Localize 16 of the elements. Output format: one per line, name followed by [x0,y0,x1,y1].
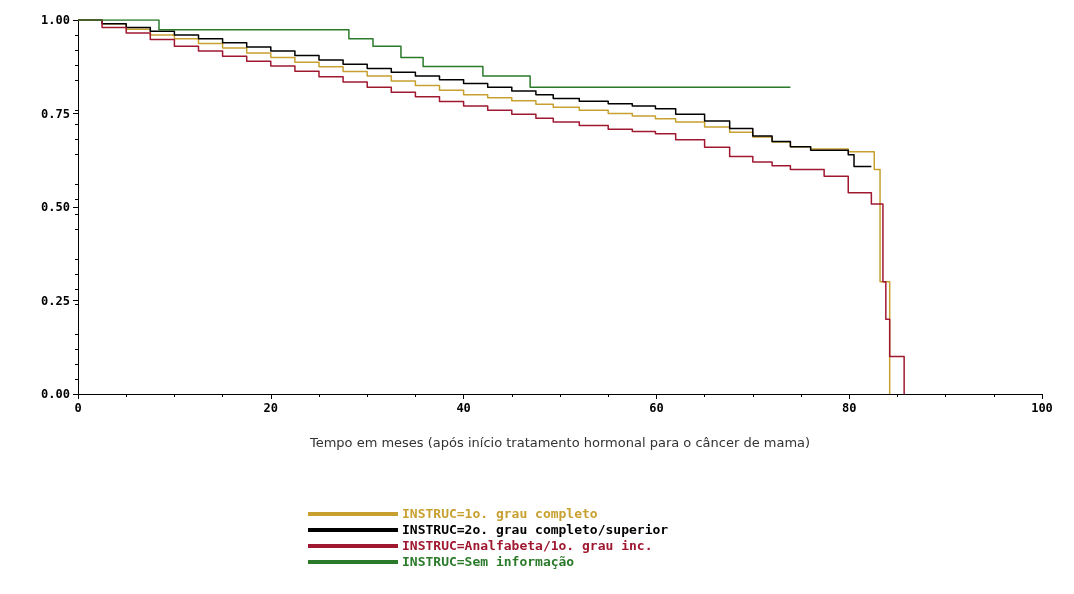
x-tick-label: 0 [74,401,82,415]
text: INSTRUC=1o. grau completo [402,506,598,521]
x-tick-label: 60 [649,401,664,415]
y-tick-label: 0.00 [41,387,70,401]
text: INSTRUC=Sem informação [402,554,575,569]
x-tick-label: 20 [263,401,279,415]
text: INSTRUC=Analfabeta/1o. grau inc. [402,538,653,553]
x-axis-title: Tempo em meses (após início tratamento hormonal para o câncer de mama) [308,435,811,450]
x-tick-label: 80 [841,401,857,415]
text: INSTRUC=2o. grau completo/superior [402,522,669,537]
y-tick-label: 0.75 [41,106,70,121]
x-tick-label: 40 [456,401,471,415]
y-tick-label: 0.50 [41,200,70,214]
y-tick-label: 0.25 [41,293,70,308]
y-tick-label: 1.00 [41,13,70,27]
x-tick-label: 100 [1031,401,1053,415]
